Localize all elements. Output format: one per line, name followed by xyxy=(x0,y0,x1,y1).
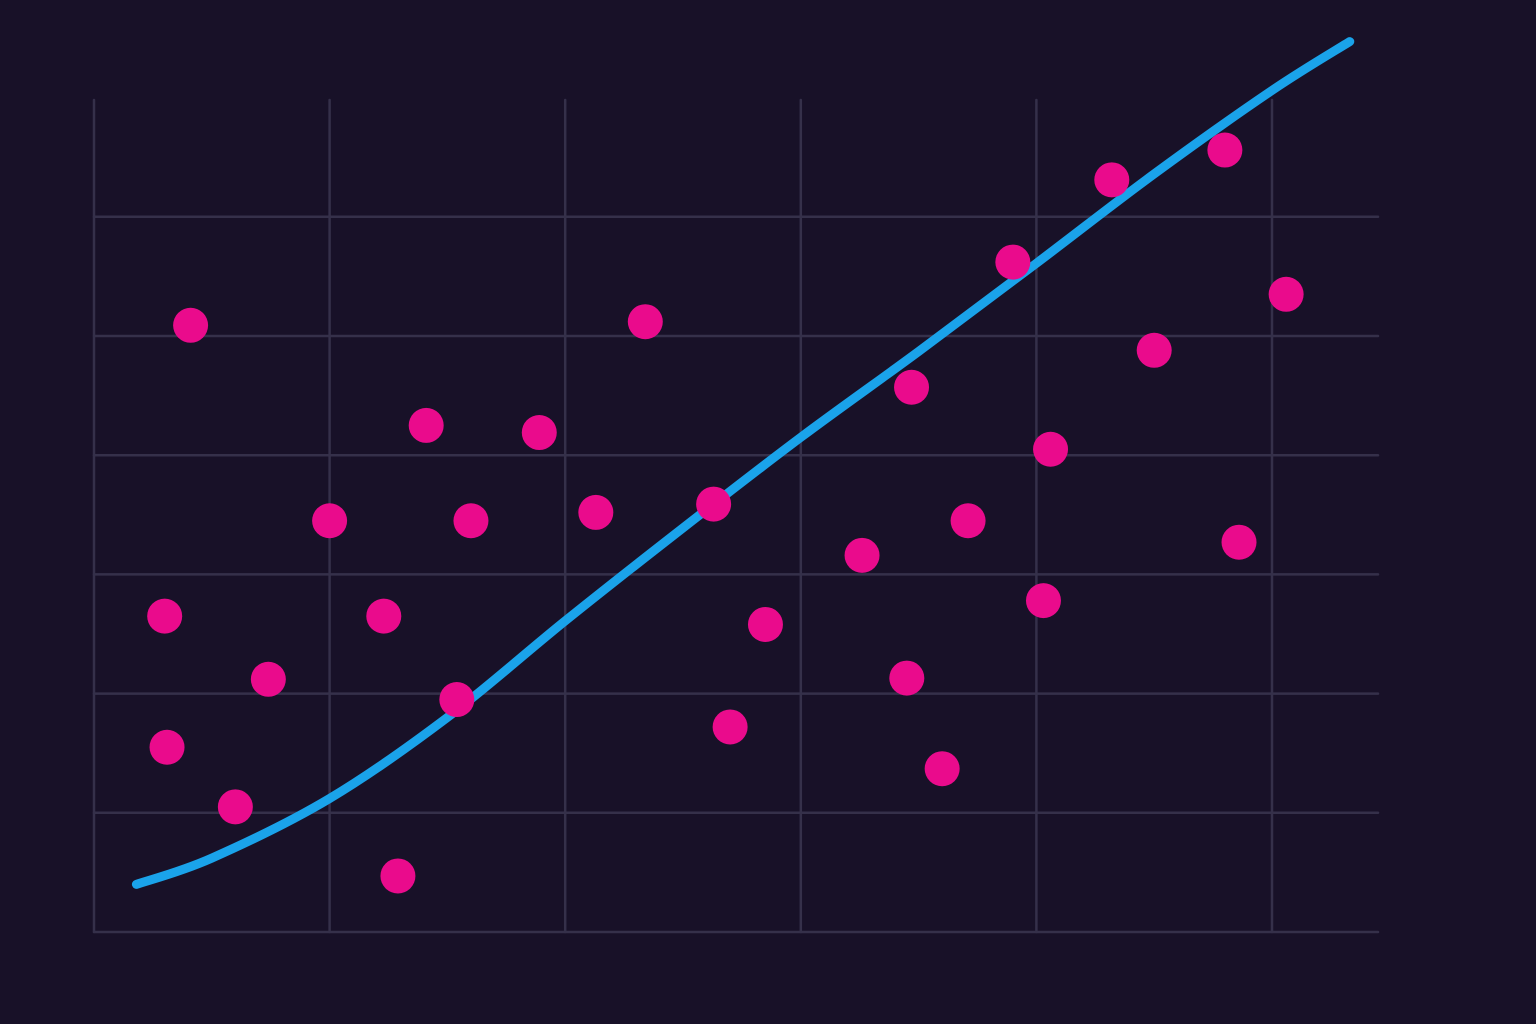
data-point xyxy=(995,244,1031,280)
data-point xyxy=(521,415,557,451)
data-point xyxy=(1094,162,1130,198)
data-point xyxy=(312,503,348,539)
data-point xyxy=(924,751,960,787)
data-point xyxy=(578,494,614,530)
data-point xyxy=(894,369,930,405)
data-point xyxy=(1025,583,1061,619)
data-point xyxy=(173,307,209,343)
data-point xyxy=(366,598,402,634)
data-point xyxy=(844,537,880,573)
data-point xyxy=(1207,132,1243,168)
data-point xyxy=(250,661,286,697)
data-point xyxy=(747,606,783,642)
data-point xyxy=(950,503,986,539)
data-point xyxy=(1221,524,1257,560)
scatter-points xyxy=(147,132,1304,894)
data-point xyxy=(627,304,663,340)
data-point xyxy=(147,598,183,634)
data-point xyxy=(217,789,253,825)
data-point xyxy=(889,660,925,696)
grid xyxy=(92,98,1380,934)
data-point xyxy=(439,682,475,718)
data-point xyxy=(149,729,185,765)
data-point xyxy=(408,407,444,443)
trend-line xyxy=(131,37,1355,889)
data-point xyxy=(1033,431,1069,467)
data-point xyxy=(1136,332,1172,368)
data-point xyxy=(696,486,732,522)
data-point xyxy=(453,503,489,539)
trend-line-layer xyxy=(131,37,1355,889)
data-point xyxy=(1268,276,1304,312)
data-point xyxy=(712,709,748,745)
data-point xyxy=(380,858,416,894)
